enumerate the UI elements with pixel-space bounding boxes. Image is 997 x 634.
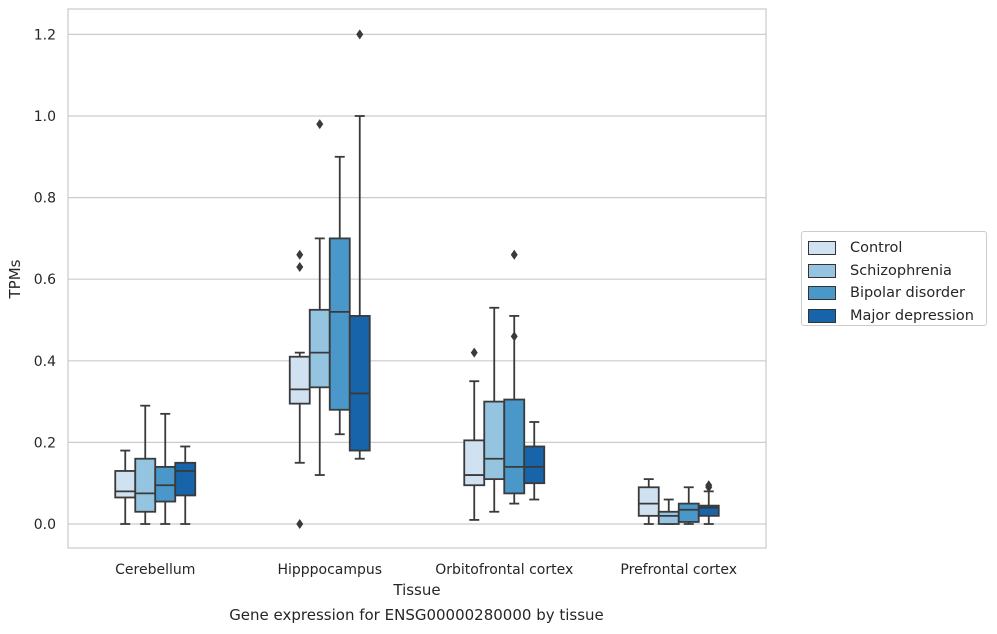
box-group	[463, 347, 486, 521]
box	[677, 502, 700, 523]
y-axis-label: TPMs	[6, 259, 24, 299]
y-tick-label: 0.6	[34, 272, 56, 288]
box	[174, 461, 197, 497]
y-tick-label: 0.0	[34, 517, 56, 533]
box	[328, 237, 351, 411]
legend-label: Schizophrenia	[850, 262, 952, 279]
legend-label: Major depression	[850, 307, 974, 324]
outlier-point	[296, 261, 304, 272]
box-group	[483, 306, 506, 513]
legend-swatch	[808, 308, 836, 323]
box	[463, 439, 486, 487]
y-tick-labels: 0.0 0.2 0.4 0.6 0.8 1.0 1.2	[34, 27, 56, 533]
box-group	[637, 478, 660, 525]
legend-item: Schizophrenia	[808, 260, 986, 283]
outlier-point	[296, 249, 304, 260]
outlier-point	[510, 331, 518, 342]
box	[657, 510, 680, 525]
outlier-point	[356, 29, 364, 40]
plot-frame	[67, 8, 767, 549]
legend-item: Bipolar disorder	[808, 282, 986, 305]
y-tick-label: 1.2	[34, 27, 56, 43]
box-group	[503, 249, 526, 505]
x-tick-label: Cerebellum	[115, 562, 195, 578]
legend-label: Control	[850, 240, 903, 257]
box-group	[328, 155, 351, 436]
x-axis-label: Tissue	[392, 581, 440, 599]
legend-swatch	[808, 263, 836, 278]
box-group	[308, 119, 331, 476]
legend-label: Bipolar disorder	[850, 285, 965, 302]
box-group	[523, 421, 546, 501]
box-group	[154, 412, 177, 525]
box	[523, 445, 546, 485]
x-tick-label: Hipppocampus	[277, 562, 382, 578]
y-tick-label: 0.8	[34, 191, 56, 207]
box	[483, 400, 506, 481]
y-tick-label: 1.0	[34, 109, 56, 125]
y-tick-label: 0.4	[34, 354, 56, 370]
box	[348, 315, 371, 452]
box-plot-boxes	[114, 29, 720, 529]
box	[697, 504, 720, 517]
legend-swatch	[808, 286, 836, 301]
box-group	[114, 449, 137, 525]
box-group	[677, 486, 700, 525]
outlier-point	[470, 347, 478, 358]
box-group	[134, 404, 157, 525]
box	[637, 486, 660, 517]
box	[154, 465, 177, 503]
x-tick-labels: Cerebellum Hipppocampus Orbitofrontal cort…	[115, 562, 737, 578]
chart-caption: Gene expression for ENSG00000280000 by t…	[229, 606, 604, 624]
box-group	[657, 498, 680, 525]
outlier-point	[510, 249, 518, 260]
box	[134, 457, 157, 513]
box-group	[174, 445, 197, 525]
box	[503, 398, 526, 495]
outlier-point	[705, 480, 713, 491]
legend: Control Schizophrenia Bipolar disorder M…	[801, 231, 987, 326]
grid-lines	[68, 33, 766, 525]
legend-item: Control	[808, 237, 986, 260]
y-tick-label: 0.2	[34, 435, 56, 451]
box	[114, 470, 137, 499]
box-group	[697, 480, 720, 525]
box	[308, 308, 331, 389]
box	[288, 355, 311, 405]
outlier-point	[296, 519, 304, 529]
x-tick-label: Orbitofrontal cortex	[435, 562, 573, 578]
legend-item: Major depression	[808, 305, 986, 328]
box-group	[348, 29, 371, 460]
x-tick-label: Prefrontal cortex	[620, 562, 737, 578]
legend-swatch	[808, 241, 836, 256]
box-group	[288, 249, 311, 529]
outlier-point	[316, 119, 324, 130]
